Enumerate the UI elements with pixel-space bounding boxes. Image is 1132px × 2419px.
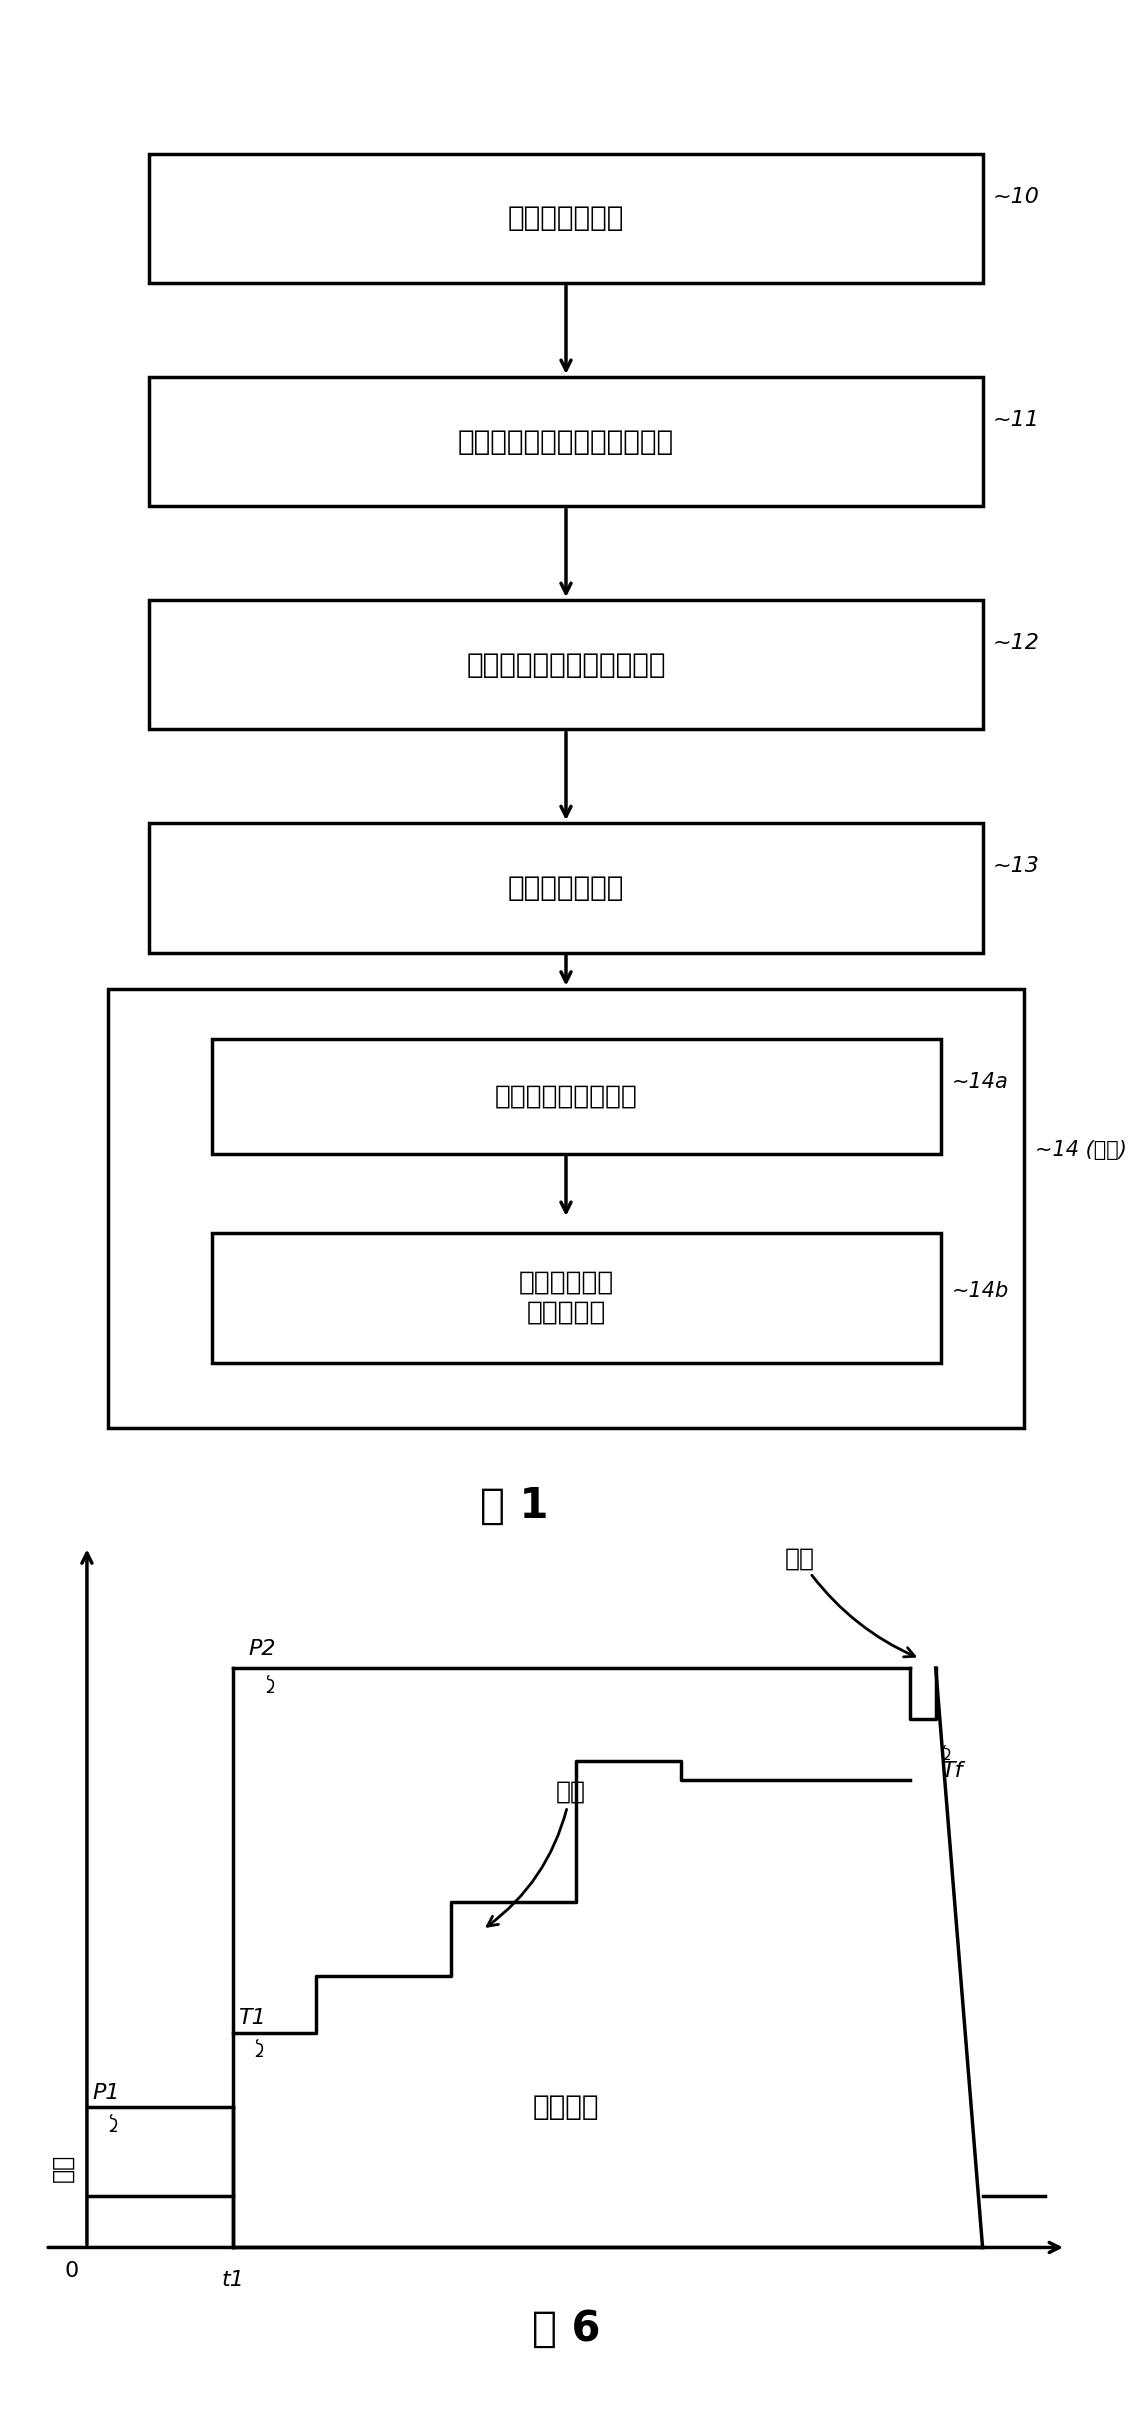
Text: P2: P2 [248, 1638, 276, 1659]
Text: ~14 (聚合): ~14 (聚合) [1035, 1139, 1126, 1161]
Text: ~10: ~10 [993, 186, 1040, 208]
Text: t1: t1 [221, 2269, 245, 2291]
Text: ζ: ζ [109, 2112, 118, 2131]
Bar [149, 822, 983, 953]
Text: P1: P1 [92, 2083, 120, 2102]
Text: 图 6: 图 6 [532, 2308, 600, 2351]
Text: 准备用于注入的树脂组合物: 准备用于注入的树脂组合物 [466, 651, 666, 680]
Text: T1: T1 [238, 2008, 266, 2027]
Text: ~14a: ~14a [951, 1072, 1009, 1091]
Text: ~13: ~13 [993, 856, 1040, 876]
Text: 注入树脂组合物: 注入树脂组合物 [508, 873, 624, 902]
Text: ~14b: ~14b [951, 1280, 1009, 1301]
Text: ζ: ζ [942, 1742, 950, 1759]
Text: ~11: ~11 [993, 409, 1040, 431]
Text: ζ: ζ [265, 1672, 274, 1691]
Text: 在压力下聚合
的最后阶段: 在压力下聚合 的最后阶段 [518, 1270, 614, 1326]
Text: 真空脱气的初始阶段: 真空脱气的初始阶段 [495, 1084, 637, 1110]
Bar [212, 1038, 941, 1154]
Text: 准备纤维预制品: 准备纤维预制品 [508, 206, 624, 232]
Bar [108, 989, 1024, 1427]
Bar [149, 600, 983, 731]
Text: ~12: ~12 [993, 634, 1040, 653]
Text: 真空: 真空 [51, 2153, 75, 2182]
Text: 压力: 压力 [784, 1546, 915, 1657]
Text: 真空关闭: 真空关闭 [533, 2092, 599, 2121]
Text: 温度: 温度 [488, 1780, 585, 1926]
Text: 0: 0 [65, 2262, 78, 2281]
Text: 将预制品置于热压罐中的模具: 将预制品置于热压罐中的模具 [458, 428, 674, 455]
Text: 图 1: 图 1 [480, 1485, 548, 1526]
Bar [149, 155, 983, 283]
Bar [212, 1234, 941, 1362]
Bar [149, 377, 983, 506]
Text: ζ: ζ [255, 2037, 264, 2056]
Text: Tf: Tf [941, 1761, 962, 1780]
